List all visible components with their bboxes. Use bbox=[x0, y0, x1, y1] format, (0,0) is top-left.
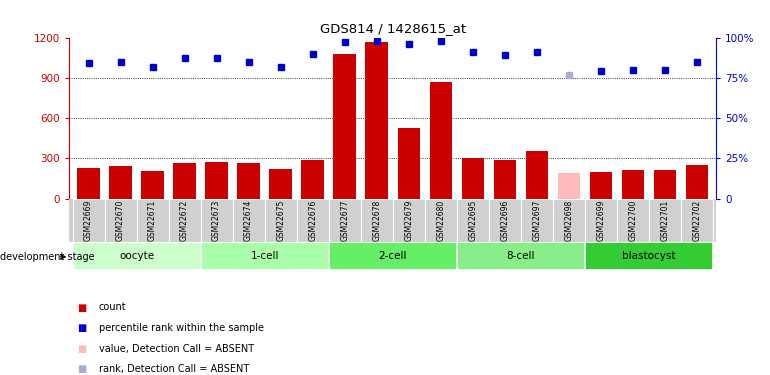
Bar bbox=[105, 199, 136, 242]
Bar bbox=[366, 42, 388, 199]
Text: GSM22696: GSM22696 bbox=[500, 200, 509, 241]
Bar bbox=[430, 82, 452, 199]
Bar bbox=[109, 166, 132, 199]
Title: GDS814 / 1428615_at: GDS814 / 1428615_at bbox=[320, 22, 466, 35]
Bar bbox=[617, 199, 649, 242]
Bar bbox=[296, 199, 329, 242]
Bar bbox=[200, 199, 233, 242]
Bar bbox=[654, 170, 676, 199]
Bar bbox=[77, 168, 100, 199]
Bar bbox=[301, 160, 324, 199]
Bar bbox=[494, 160, 516, 199]
Bar bbox=[553, 199, 585, 242]
Bar bbox=[590, 172, 612, 199]
Bar bbox=[649, 199, 681, 242]
Text: GSM22698: GSM22698 bbox=[564, 200, 574, 241]
Text: 2-cell: 2-cell bbox=[378, 251, 407, 261]
Bar bbox=[557, 172, 580, 199]
Text: oocyte: oocyte bbox=[119, 251, 154, 261]
Text: percentile rank within the sample: percentile rank within the sample bbox=[99, 323, 263, 333]
Bar bbox=[621, 170, 644, 199]
Text: GSM22679: GSM22679 bbox=[404, 200, 413, 241]
Bar bbox=[72, 242, 200, 270]
Text: ■: ■ bbox=[77, 364, 86, 374]
Bar bbox=[521, 199, 553, 242]
Bar bbox=[489, 199, 521, 242]
Bar bbox=[397, 128, 420, 199]
Bar bbox=[425, 199, 457, 242]
Bar bbox=[393, 199, 425, 242]
Text: value, Detection Call = ABSENT: value, Detection Call = ABSENT bbox=[99, 344, 253, 354]
Bar bbox=[681, 199, 713, 242]
Bar bbox=[685, 165, 708, 199]
Text: GSM22676: GSM22676 bbox=[308, 200, 317, 241]
Bar bbox=[265, 199, 296, 242]
Bar bbox=[457, 199, 489, 242]
Text: GSM22673: GSM22673 bbox=[212, 200, 221, 241]
Text: GSM22677: GSM22677 bbox=[340, 200, 349, 241]
Bar bbox=[233, 199, 265, 242]
Text: 1-cell: 1-cell bbox=[250, 251, 279, 261]
Text: GSM22697: GSM22697 bbox=[532, 200, 541, 241]
Text: GSM22670: GSM22670 bbox=[116, 200, 125, 241]
Text: GSM22680: GSM22680 bbox=[437, 200, 445, 241]
Text: GSM22678: GSM22678 bbox=[372, 200, 381, 241]
Bar bbox=[72, 199, 105, 242]
Text: GSM22669: GSM22669 bbox=[84, 200, 93, 241]
Bar bbox=[585, 242, 713, 270]
Text: blastocyst: blastocyst bbox=[622, 251, 675, 261]
Text: GSM22700: GSM22700 bbox=[628, 200, 638, 241]
Bar bbox=[200, 242, 329, 270]
Bar bbox=[329, 199, 360, 242]
Text: GSM22674: GSM22674 bbox=[244, 200, 253, 241]
Bar bbox=[169, 199, 200, 242]
Text: GSM22695: GSM22695 bbox=[468, 200, 477, 241]
Bar bbox=[457, 242, 585, 270]
Bar bbox=[461, 158, 484, 199]
Text: GSM22671: GSM22671 bbox=[148, 200, 157, 241]
Text: development stage: development stage bbox=[0, 252, 95, 262]
Text: ■: ■ bbox=[77, 303, 86, 312]
Bar bbox=[329, 242, 457, 270]
Bar bbox=[270, 168, 292, 199]
Text: count: count bbox=[99, 303, 126, 312]
Text: GSM22699: GSM22699 bbox=[596, 200, 605, 241]
Bar bbox=[526, 151, 548, 199]
Text: GSM22675: GSM22675 bbox=[276, 200, 285, 241]
Text: GSM22702: GSM22702 bbox=[692, 200, 701, 241]
Text: rank, Detection Call = ABSENT: rank, Detection Call = ABSENT bbox=[99, 364, 249, 374]
Text: GSM22672: GSM22672 bbox=[180, 200, 189, 241]
Bar bbox=[360, 199, 393, 242]
Text: GSM22701: GSM22701 bbox=[661, 200, 669, 241]
Bar bbox=[142, 171, 164, 199]
Bar bbox=[206, 162, 228, 199]
Bar bbox=[333, 54, 356, 199]
Text: ■: ■ bbox=[77, 323, 86, 333]
Text: ■: ■ bbox=[77, 344, 86, 354]
Text: 8-cell: 8-cell bbox=[507, 251, 535, 261]
Bar bbox=[136, 199, 169, 242]
Bar bbox=[173, 163, 196, 199]
Bar bbox=[237, 163, 259, 199]
Bar bbox=[585, 199, 617, 242]
